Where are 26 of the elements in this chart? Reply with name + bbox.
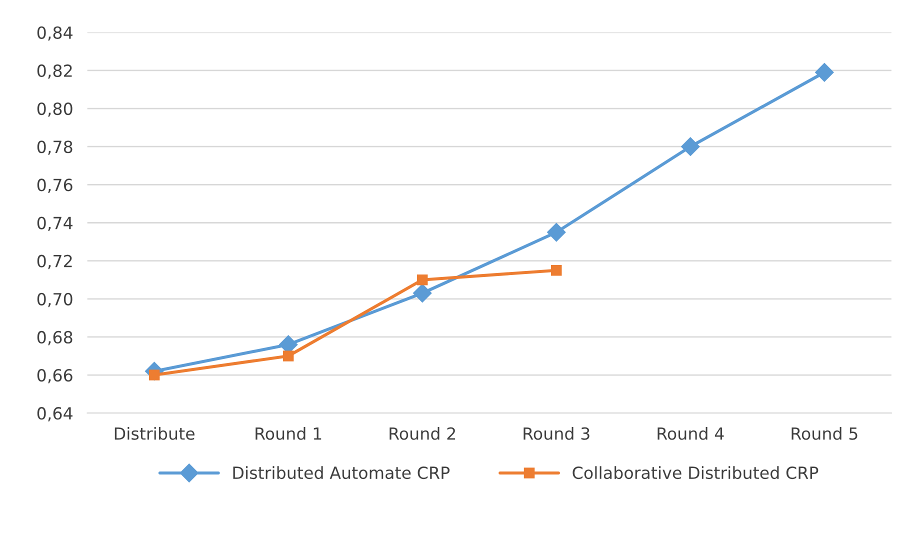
point [282, 350, 294, 362]
point [416, 274, 428, 286]
y-tick-label: 0,76 [37, 178, 72, 193]
point [550, 264, 562, 276]
y-tick-label: 0,80 [37, 102, 72, 117]
point [681, 137, 700, 156]
point [413, 284, 432, 303]
y-tick-label: 0,84 [37, 26, 72, 41]
y-tick-label: 0,72 [37, 254, 72, 270]
y-tick-label: 0,78 [37, 140, 72, 155]
x-tick-label: Round 5 [792, 426, 858, 440]
x-tick-label: Round 1 [256, 426, 322, 440]
y-tick-label: 0,74 [37, 216, 72, 232]
y-tick-label: 0,82 [37, 64, 72, 79]
x-tick-label: Round 4 [658, 426, 724, 440]
x-tick-label: Distribute [114, 426, 194, 440]
y-tick-label: 0,70 [37, 292, 72, 308]
point [815, 63, 834, 82]
x-tick-label: Round 3 [524, 426, 590, 440]
legend-label: Collaborative Distributed CRP [572, 466, 818, 480]
y-tick-label: 0,64 [37, 407, 72, 422]
y-tick-label: 0,68 [37, 330, 72, 346]
point [547, 222, 566, 242]
legend-label: Distributed Automate CRP [233, 466, 450, 480]
y-tick-label: 0,66 [37, 368, 72, 384]
x-tick-label: Round 2 [390, 426, 456, 440]
